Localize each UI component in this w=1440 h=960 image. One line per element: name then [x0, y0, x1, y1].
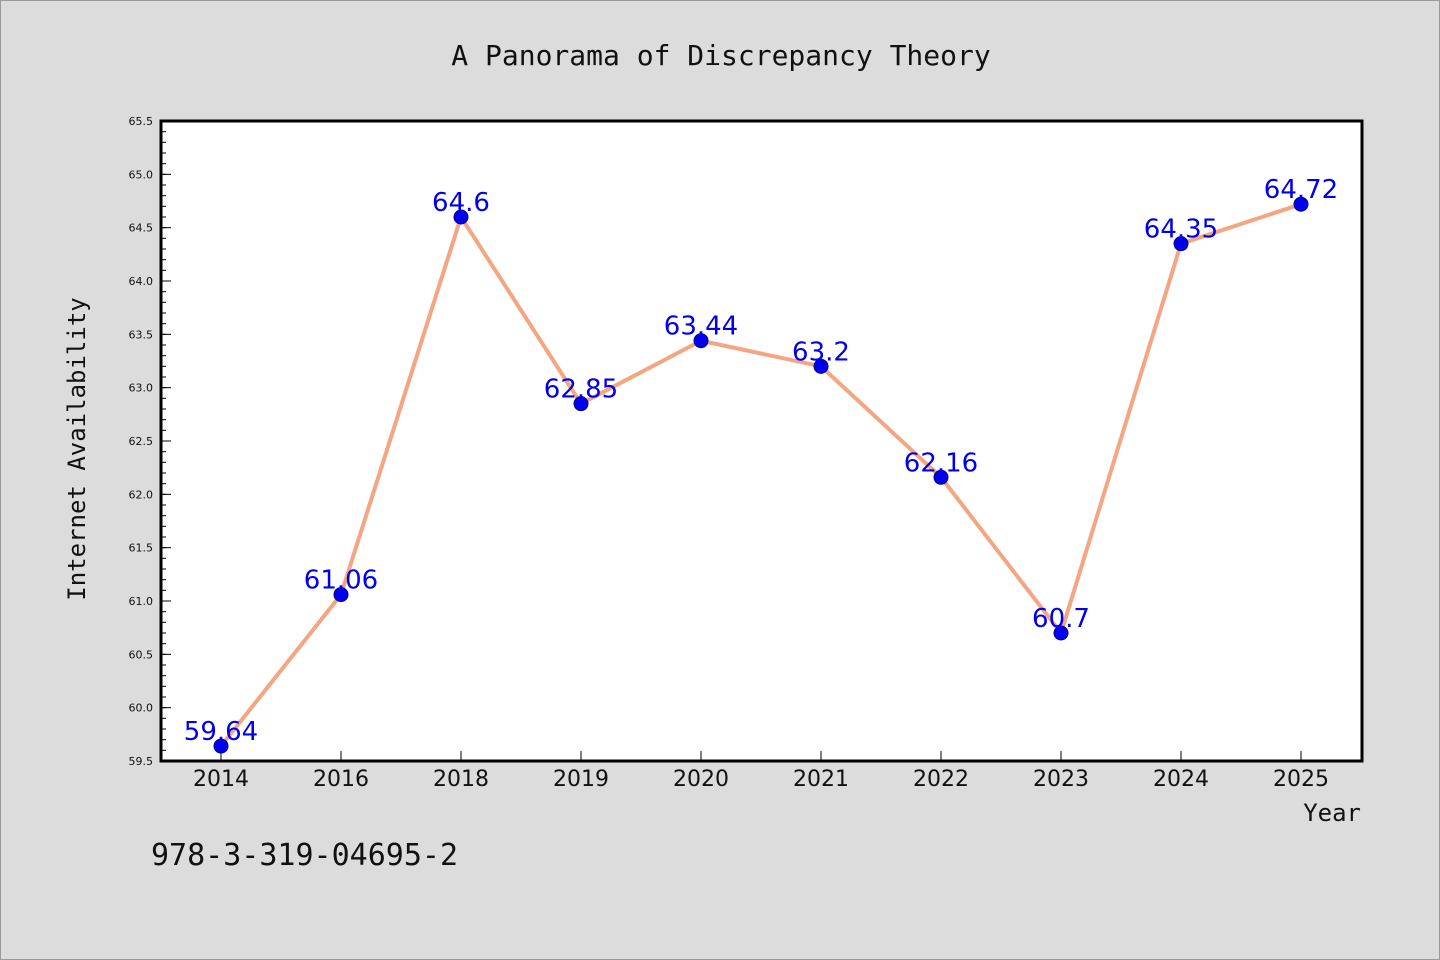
- chart-title: A Panorama of Discrepancy Theory: [451, 39, 990, 72]
- y-tick-label: 59.5: [129, 755, 154, 768]
- y-tick-label: 61.0: [129, 595, 154, 608]
- x-tick-label: 2021: [793, 767, 849, 792]
- data-label: 59.64: [184, 717, 258, 747]
- y-tick-label: 61.5: [129, 542, 154, 555]
- x-axis-label: Year: [1303, 799, 1361, 827]
- isbn-text: 978-3-319-04695-2: [151, 838, 458, 873]
- y-tick-label: 64.5: [129, 222, 154, 235]
- data-label: 62.16: [904, 448, 978, 478]
- y-tick-label: 60.0: [129, 702, 154, 715]
- data-label: 61.06: [304, 566, 378, 596]
- y-tick-label: 60.5: [129, 648, 154, 661]
- y-tick-label: 63.0: [129, 382, 154, 395]
- data-label: 63.2: [792, 337, 850, 367]
- x-tick-label: 2014: [193, 767, 249, 792]
- x-axis: 2014 2016 2018 2019 2020 2021 2022 2023 2024 2025: [193, 751, 1329, 792]
- data-label: 63.44: [664, 312, 738, 342]
- x-tick-label: 2018: [433, 767, 489, 792]
- data-point: [813, 358, 829, 374]
- x-tick-label: 2016: [313, 767, 369, 792]
- data-point: [333, 587, 349, 603]
- x-tick-label: 2020: [673, 767, 729, 792]
- data-point: [1293, 196, 1309, 212]
- y-tick-label: 62.5: [129, 435, 154, 448]
- series-layer: 59.64 61.06 64.6 62.85 63.44 63.2 62.16 60.7 64.…: [184, 175, 1338, 754]
- data-label: 60.7: [1032, 604, 1090, 634]
- x-tick-label: 2019: [553, 767, 609, 792]
- y-tick-label: 65.5: [129, 115, 154, 128]
- data-point: [213, 738, 229, 754]
- data-label: 62.85: [544, 375, 618, 405]
- data-label: 64.35: [1144, 215, 1218, 245]
- series-line: [219, 202, 1302, 748]
- data-point: [1053, 625, 1069, 641]
- data-label: 64.72: [1264, 175, 1338, 205]
- data-point: [573, 396, 589, 412]
- y-tick-label: 64.0: [129, 275, 154, 288]
- x-tick-label: 2024: [1153, 767, 1209, 792]
- y-tick-label: 63.5: [129, 328, 154, 341]
- y-axis: 59.5 60.0 60.5 61.0 61.5 62.0 62.5 63.0 63.5 64.0…: [129, 115, 171, 768]
- data-point: [933, 469, 949, 485]
- plot-area: [159, 119, 1364, 763]
- data-point: [693, 333, 709, 349]
- data-point: [1173, 236, 1189, 252]
- x-tick-label: 2023: [1033, 767, 1089, 792]
- data-point: [453, 209, 469, 225]
- data-label: 64.6: [432, 188, 490, 218]
- y-axis-label: Internet Availability: [63, 297, 91, 600]
- x-tick-label: 2025: [1273, 767, 1329, 792]
- y-tick-label: 65.0: [129, 168, 154, 181]
- y-tick-label: 62.0: [129, 488, 154, 501]
- x-tick-label: 2022: [913, 767, 969, 792]
